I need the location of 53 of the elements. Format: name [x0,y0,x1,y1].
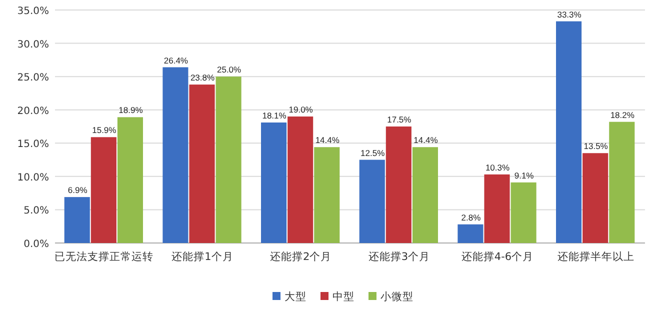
bar [162,67,188,243]
y-tick-label: 5.0% [24,206,49,217]
data-label: 26.4% [164,55,188,66]
x-tick-label: 还能撑4-6个月 [461,250,534,263]
bar [412,147,438,243]
x-tick-label: 还能撑3个月 [368,250,430,263]
bar [510,182,536,243]
data-label: 12.5% [360,148,386,158]
bar [386,126,412,243]
x-tick-label: 还能撑1个月 [172,250,234,263]
legend-label: 中型 [332,290,354,303]
data-label: 14.4% [315,135,340,146]
bar [261,122,287,243]
data-label: 13.5% [584,141,608,152]
bar [189,84,215,243]
x-tick-label: 还能撑2个月 [270,250,332,263]
y-tick-label: 10.0% [17,172,49,184]
bar [314,147,340,243]
y-tick-label: 0.0% [24,239,49,250]
data-label: 18.2% [610,110,635,120]
y-tick-label: 15.0% [17,139,49,150]
bar [64,197,90,243]
bar [359,160,385,243]
y-tick-label: 35.0% [17,6,49,17]
data-label: 18.1% [262,110,287,121]
bar [117,117,143,243]
data-label: 23.8% [190,72,215,83]
data-label: 2.8% [461,212,482,222]
bar [458,224,484,243]
data-label: 17.5% [387,114,412,124]
y-tick-label: 25.0% [17,72,49,84]
bar [609,122,635,243]
legend-label: 小微型 [380,290,414,303]
bar [556,21,582,243]
x-tick-label: 还能撑半年以上 [557,250,634,263]
data-label: 6.9% [68,185,88,196]
data-label: 15.9% [92,125,117,136]
data-label: 9.1% [514,170,534,180]
y-tick-label: 30.0% [17,39,49,50]
data-label: 33.3% [557,9,582,20]
data-label: 25.0% [216,64,242,75]
bar [90,137,116,243]
legend-label: 大型 [284,290,306,303]
data-label: 18.9% [118,105,144,116]
x-tick-label: 已无法支撑正常运转 [54,250,154,263]
y-tick-label: 20.0% [17,106,49,117]
bar [216,76,242,243]
data-label: 19.0% [288,104,314,115]
bar [484,174,510,243]
bar [582,153,608,243]
data-label: 10.3% [485,162,510,172]
bar [288,116,314,243]
data-label: 14.4% [414,135,438,146]
